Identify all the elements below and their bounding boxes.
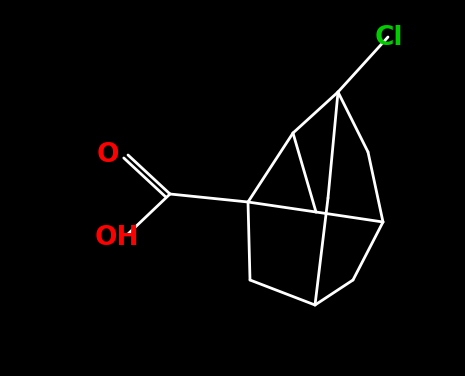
Text: Cl: Cl xyxy=(375,25,404,51)
Text: O: O xyxy=(97,142,119,168)
Text: OH: OH xyxy=(95,225,140,251)
